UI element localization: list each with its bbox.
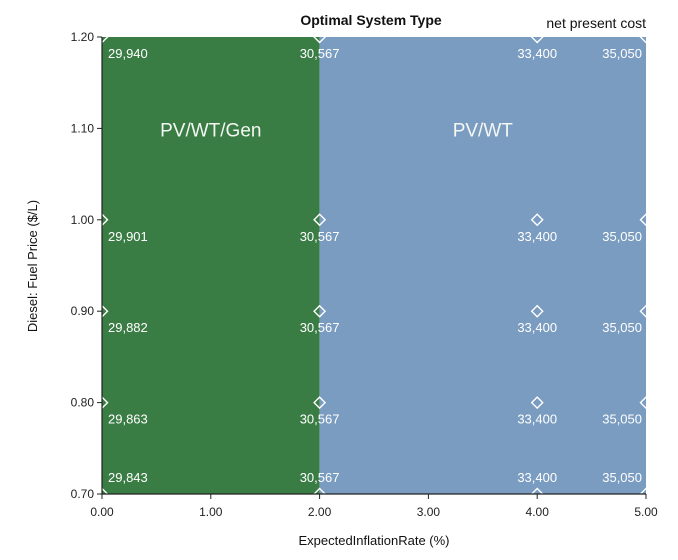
data-label: 35,050 bbox=[602, 412, 642, 427]
data-point-marker bbox=[313, 30, 327, 44]
tick-layer: 0.00 1.00 2.00 3.00 4.00 5.00 0.70 0.80 0.90 1.00… bbox=[71, 30, 658, 519]
data-label: 35,050 bbox=[602, 470, 642, 485]
region-label: PV/WT/Gen bbox=[160, 120, 261, 141]
data-point-marker bbox=[530, 396, 544, 410]
data-point-marker bbox=[639, 213, 653, 227]
data-label: 33,400 bbox=[517, 46, 557, 61]
data-label: 33,400 bbox=[517, 229, 557, 244]
region-2 bbox=[319, 37, 646, 494]
data-label: 29,940 bbox=[108, 46, 148, 61]
data-point-marker bbox=[313, 304, 327, 318]
region-layer bbox=[102, 37, 646, 494]
region-1 bbox=[102, 37, 320, 494]
data-point-marker bbox=[530, 213, 544, 227]
y-axis-title: Diesel: Fuel Price ($/L) bbox=[25, 200, 40, 332]
data-label-layer: 29,940 30,567 33,400 35,050 29,901 30,567 33,4… bbox=[108, 46, 642, 485]
chart-title: Optimal System Type bbox=[300, 12, 442, 28]
data-label: 33,400 bbox=[517, 412, 557, 427]
x-tick-label: 3.00 bbox=[417, 505, 441, 519]
data-point-marker bbox=[95, 487, 109, 501]
data-point-marker bbox=[530, 30, 544, 44]
data-label: 35,050 bbox=[602, 46, 642, 61]
y-tick-label: 1.20 bbox=[71, 30, 95, 44]
legend-title: net present cost bbox=[546, 15, 646, 31]
data-label: 29,901 bbox=[108, 229, 148, 244]
x-tick-label: 5.00 bbox=[634, 505, 658, 519]
x-axis-title: ExpectedInflationRate (%) bbox=[298, 533, 449, 548]
axes-layer bbox=[101, 37, 646, 495]
data-point-marker bbox=[313, 487, 327, 501]
y-tick-label: 0.80 bbox=[71, 396, 95, 410]
data-label: 30,567 bbox=[300, 412, 340, 427]
x-tick-label: 4.00 bbox=[526, 505, 550, 519]
y-tick-label: 1.10 bbox=[71, 121, 95, 135]
data-label: 30,567 bbox=[300, 470, 340, 485]
region-label: PV/WT bbox=[453, 120, 514, 141]
data-label: 29,863 bbox=[108, 412, 148, 427]
data-point-marker bbox=[530, 487, 544, 501]
x-tick-label: 2.00 bbox=[308, 505, 332, 519]
data-point-marker bbox=[639, 396, 653, 410]
data-point-marker bbox=[313, 213, 327, 227]
y-tick-label: 0.70 bbox=[71, 487, 95, 501]
data-point-marker bbox=[639, 487, 653, 501]
region-label-layer: PV/WT/Gen PV/WT bbox=[160, 120, 513, 141]
data-label: 29,882 bbox=[108, 320, 148, 335]
data-label: 29,843 bbox=[108, 470, 148, 485]
x-tick-label: 1.00 bbox=[199, 505, 223, 519]
y-tick-label: 1.00 bbox=[71, 213, 95, 227]
data-point-marker bbox=[530, 304, 544, 318]
data-point-marker bbox=[313, 396, 327, 410]
data-point-marker bbox=[639, 304, 653, 318]
y-tick-label: 0.90 bbox=[71, 304, 95, 318]
data-label: 33,400 bbox=[517, 320, 557, 335]
data-label: 30,567 bbox=[300, 46, 340, 61]
data-label: 33,400 bbox=[517, 470, 557, 485]
x-tick-label: 0.00 bbox=[90, 505, 114, 519]
data-point-marker bbox=[639, 30, 653, 44]
data-label: 30,567 bbox=[300, 320, 340, 335]
data-label: 35,050 bbox=[602, 229, 642, 244]
data-label: 30,567 bbox=[300, 229, 340, 244]
marker-layer bbox=[95, 30, 653, 501]
data-label: 35,050 bbox=[602, 320, 642, 335]
